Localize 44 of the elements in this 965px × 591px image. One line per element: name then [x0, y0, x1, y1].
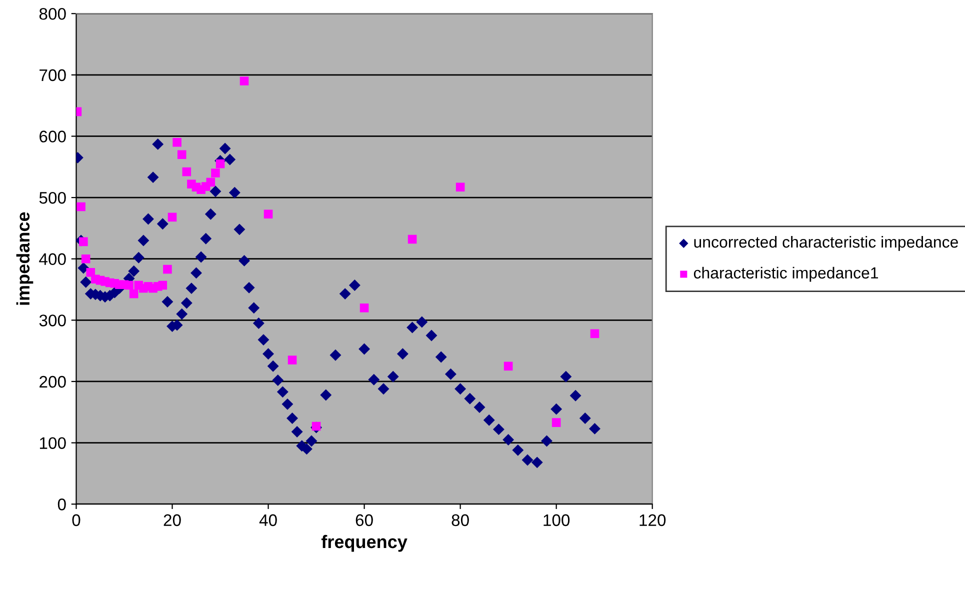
y-axis-title: impedance	[16, 212, 34, 305]
point	[124, 280, 134, 290]
y-tick-label: 400	[39, 253, 66, 266]
point	[206, 178, 216, 187]
x-tick-label: 40	[259, 514, 277, 526]
point	[76, 202, 86, 212]
y-tick-label: 600	[40, 130, 66, 142]
y-tick-label: 800	[39, 8, 66, 20]
point	[129, 289, 138, 298]
point	[590, 329, 600, 338]
y-tick-label: 300	[39, 314, 66, 326]
point	[240, 76, 249, 86]
y-tick-label: 100	[40, 437, 66, 450]
point	[168, 212, 177, 222]
x-tick-label: 120	[640, 514, 666, 526]
point	[552, 418, 561, 427]
legend-label: uncorrected characteristic impedance	[694, 236, 958, 251]
x-tick-label: 60	[356, 514, 373, 526]
point	[312, 422, 321, 431]
point	[172, 138, 182, 147]
point	[158, 280, 168, 290]
point	[211, 168, 220, 178]
point	[504, 362, 513, 371]
x-tick-label: 0	[72, 514, 80, 526]
point	[408, 234, 417, 244]
point	[182, 167, 192, 176]
y-tick-label: 0	[58, 498, 66, 510]
x-tick-label: 80	[452, 514, 469, 526]
point	[177, 150, 186, 160]
x-tick-label: 100	[544, 514, 570, 526]
point	[360, 304, 369, 312]
point	[216, 159, 225, 168]
y-tick-label: 200	[40, 376, 66, 388]
y-tick-label: 500	[39, 192, 66, 204]
point	[456, 182, 465, 192]
point	[81, 254, 90, 264]
point	[163, 264, 172, 274]
legend-label: characteristic impedance1	[694, 266, 878, 282]
x-tick-label: 20	[164, 514, 181, 526]
x-axis-title: frequency	[321, 534, 408, 552]
point	[79, 237, 88, 246]
point	[288, 356, 297, 364]
y-tick-label: 700	[40, 69, 66, 82]
point	[264, 210, 273, 218]
